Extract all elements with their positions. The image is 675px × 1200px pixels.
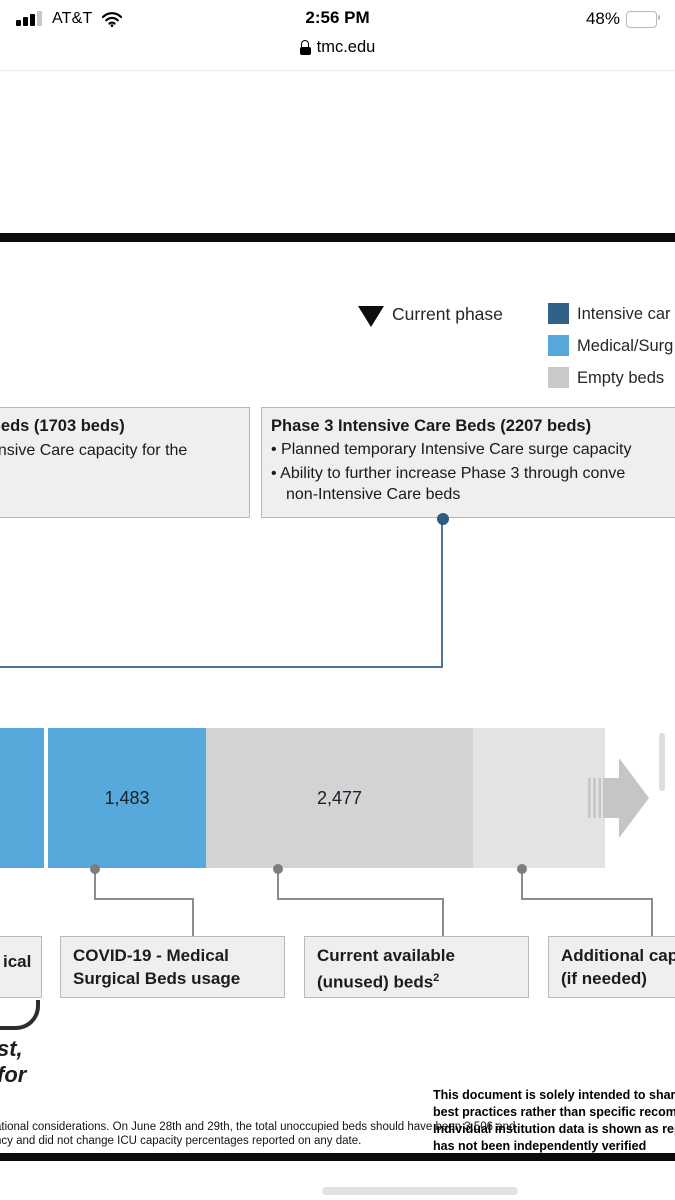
disclaimer-line2: best practices rather than specific reco… (433, 1105, 675, 1119)
footnote-line2: ncy and did not change ICU capacity perc… (0, 1135, 362, 1147)
label-current-line2: (unused) beds2 (317, 972, 440, 992)
bar-segment-additional-capacity (473, 728, 605, 868)
callout-phase3-bullet1: • Planned temporary Intensive Care surge… (271, 441, 632, 458)
status-time: 2:56 PM (305, 8, 370, 27)
footnote-text: ational considerations. On June 28th and… (0, 1120, 516, 1148)
current-phase-label: Current phase (392, 304, 503, 324)
connector-dot-1 (90, 864, 100, 874)
connector-line (277, 898, 444, 900)
bar-value-covid-usage: 1,483 (104, 787, 150, 808)
disclaimer-text: This document is solely intended to shar… (433, 1087, 675, 1155)
connector-line (442, 898, 444, 937)
battery-icon (626, 10, 660, 28)
url-text: tmc.edu (316, 38, 376, 56)
callout-phase2-box: Beds (1703 beds) ensive Care capacity fo… (0, 407, 250, 518)
footnote-ref-2: 2 (433, 972, 440, 984)
wifi-icon (101, 12, 123, 27)
cut-callout-curve (0, 1000, 40, 1030)
phase3-connector-horizontal-line (0, 666, 443, 668)
connector-line (651, 898, 653, 937)
bar-segment-medical-surgical-cut (0, 728, 44, 868)
label-box-current-available: Current available (unused) beds2 (304, 936, 529, 998)
callout-phase3-bullet2: • Ability to further increase Phase 3 th… (271, 465, 626, 482)
cell-signal-icon (16, 11, 42, 26)
connector-line (521, 898, 653, 900)
legend-label-medical-surgical: Medical/Surg (577, 337, 674, 355)
label-box-additional-capacity: Additional cap (if needed) (548, 936, 675, 998)
label-additional-line2: (if needed) (561, 969, 647, 988)
legend-label-intensive-care: Intensive car (577, 305, 671, 323)
disclaimer-line1: This document is solely intended to shar… (433, 1088, 675, 1102)
callout-phase3-box: Phase 3 Intensive Care Beds (2207 beds) … (261, 407, 675, 518)
connector-line (192, 898, 194, 937)
label-current-line1: Current available (317, 946, 455, 965)
label-additional-line1: Additional cap (561, 946, 675, 965)
page-bottom-border (0, 1153, 675, 1161)
cut-text-fragment-2: for (0, 1062, 27, 1087)
legend-label-empty-beds: Empty beds (577, 369, 665, 387)
horizontal-scroll-pill (322, 1187, 518, 1195)
phase3-connector-dot (437, 513, 449, 525)
scroll-indicator (659, 733, 665, 791)
bar-value-available-beds: 2,477 (316, 787, 363, 808)
carrier-label: AT&T (52, 10, 93, 27)
connector-dot-2 (273, 864, 283, 874)
phase3-connector-vertical-line (441, 519, 443, 668)
label-cut-text: ical (3, 952, 32, 971)
connector-line (521, 869, 523, 900)
label-box-covid-usage: COVID-19 - Medical Surgical Beds usage (60, 936, 285, 998)
disclaimer-line4: has not been independently verified (433, 1139, 647, 1153)
legend-swatch-empty-beds (548, 367, 569, 388)
disclaimer-line3: Individual institution data is shown as … (433, 1122, 675, 1136)
connector-line (94, 869, 96, 900)
current-phase-triangle-icon (358, 306, 384, 327)
expand-arrow-icon (588, 758, 649, 838)
callout-phase3-title: Phase 3 Intensive Care Beds (2207 beds) (271, 417, 592, 435)
url-bar[interactable]: tmc.edu (0, 38, 675, 57)
legend-swatch-medical-surgical (548, 335, 569, 356)
bar-segment-available-beds: 2,477 (206, 728, 473, 868)
callout-phase2-line: ensive Care capacity for the (0, 442, 188, 459)
callout-phase2-title: Beds (1703 beds) (0, 417, 125, 435)
callout-phase3-bullet2-cont: non-Intensive Care beds (286, 486, 461, 503)
label-covid-line1: COVID-19 - Medical (73, 946, 229, 965)
label-box-cut: ical (0, 936, 42, 998)
battery-group: 48% (585, 9, 660, 29)
legend-swatch-intensive-care (548, 303, 569, 324)
label-covid-line2: Surgical Beds usage (73, 969, 241, 988)
lock-icon (299, 40, 311, 55)
connector-line (277, 869, 279, 900)
connector-dot-3 (517, 864, 527, 874)
page-top-border (0, 233, 675, 242)
footnote-line1: ational considerations. On June 28th and… (0, 1121, 516, 1133)
bar-segment-covid-usage: 1,483 (48, 728, 206, 868)
battery-percent-label: 48% (585, 9, 620, 28)
statusbar-divider (0, 70, 675, 71)
cut-text-fragment-1: st, (0, 1036, 23, 1061)
connector-line (94, 898, 194, 900)
